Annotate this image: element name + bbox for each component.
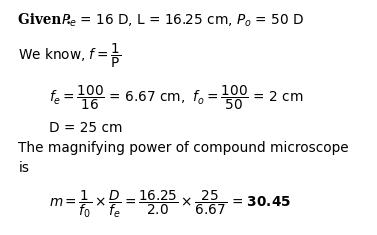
Text: The magnifying power of compound microscope: The magnifying power of compound microsc…	[18, 141, 349, 155]
Text: $P_e$ = 16 D, L = 16.25 cm, $P_o$ = 50 D: $P_e$ = 16 D, L = 16.25 cm, $P_o$ = 50 D	[61, 12, 304, 29]
Text: We know, $f = \dfrac{1}{\mathrm{P}}$: We know, $f = \dfrac{1}{\mathrm{P}}$	[18, 41, 121, 70]
Text: D = 25 cm: D = 25 cm	[49, 121, 123, 135]
Text: Given :: Given :	[18, 13, 72, 27]
Text: $f_e = \dfrac{100}{16}$ = 6.67 cm,  $f_o = \dfrac{100}{50}$ = 2 cm: $f_e = \dfrac{100}{16}$ = 6.67 cm, $f_o …	[49, 84, 303, 113]
Text: is: is	[18, 161, 29, 175]
Text: $m = \dfrac{1}{f_0} \times \dfrac{D}{f_e} = \dfrac{16.25}{2.0} \times \dfrac{25}: $m = \dfrac{1}{f_0} \times \dfrac{D}{f_e…	[49, 188, 291, 220]
